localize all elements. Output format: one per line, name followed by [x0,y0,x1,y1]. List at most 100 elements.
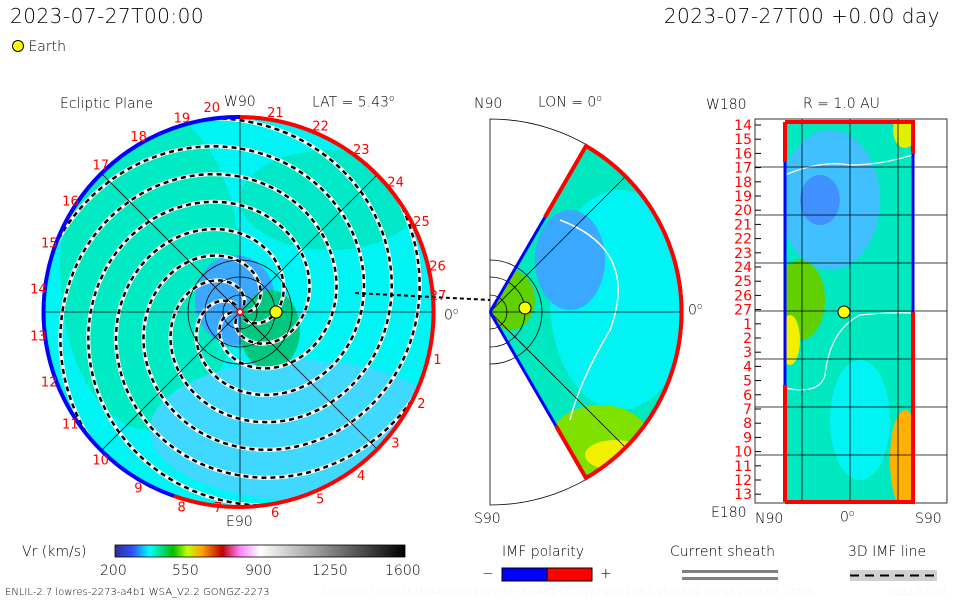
sheath-line-2 [682,577,778,580]
rotation-label: 13 [30,329,47,344]
radial-y-label: 15 [734,132,752,148]
earth-legend-label: Earth [28,39,66,55]
colorbar-tick: 1600 [385,563,421,579]
current-sheath-title: Current sheath [670,544,775,560]
radial-y-label: 14 [734,118,752,134]
imf-spiral-dashed [52,145,366,397]
colorbar-tick: 200 [100,563,127,579]
radial-y-label: 7 [743,402,752,418]
rotation-label: 27 [430,289,447,304]
ecliptic-bottom-label: E90 [226,514,253,530]
meridional-plot [488,118,684,506]
imf-line-title: 3D IMF line [848,544,927,560]
lon-label: LON = 0 [538,94,597,111]
rotation-label: 17 [93,158,110,173]
meridional-right-label: 0 [688,302,697,319]
earth-legend: Earth [12,39,66,55]
colorbar-tick: 900 [245,563,272,579]
rotation-label: 20 [203,101,220,116]
lat-label: LAT = 5.43 [312,94,389,111]
rotation-label: 12 [41,375,58,390]
radial-y-label: 3 [743,345,752,361]
rotation-label: 22 [312,120,329,135]
radial-y-label: 11 [734,459,752,475]
imf-negative-swatch [501,567,548,582]
run-id: UNIQUE0728202510/640x30x90x1.2273-a4b1.1… [323,587,815,598]
colorbar-label: Vr (km/s) [22,544,87,560]
rotation-label: 9 [134,482,142,497]
imf-spiral-dashed [114,227,428,479]
radial-y-label: 8 [743,416,752,432]
radial-y-label: 2 [743,331,752,347]
rotation-label: 2 [417,397,425,412]
radial-y-label: 12 [734,473,752,489]
meridional-right: 0o [688,302,703,319]
radial-y-label: 22 [734,232,752,248]
rotation-label: 18 [130,130,147,145]
radial-y-label: 9 [743,430,752,446]
rotation-label: 7 [214,501,222,516]
radial-x-label-0: 0o [840,509,855,526]
rotation-label: 15 [41,236,58,251]
imf-spiral-dashed [169,117,393,424]
radial-y-label: 16 [734,146,752,162]
run-date: 2023-07-28 [888,587,947,598]
radial-plot: 1415161718192021222324252627123456789101… [734,118,948,504]
rotation-label: 8 [178,500,186,515]
rotation-label: 10 [92,454,109,469]
radial-top-left-label: W180 [706,97,747,113]
imf-positive-swatch [546,567,593,582]
radial-y-label: 25 [734,274,752,290]
time-left: 2023-07-27T00:00 [10,4,205,28]
radial-bottom-left-label: E180 [711,505,747,521]
rotation-label: 11 [62,417,79,432]
rotation-label: 6 [271,506,279,521]
radial-x-label-n90: N90 [755,511,784,527]
meridional-lon: LON = 0o [538,94,602,111]
negative-polarity-boundary [41,114,241,498]
radial-y-label: 6 [743,388,752,404]
rotation-label: 4 [357,469,365,484]
imf-spiral-dashed [59,172,338,443]
earth-marker-ecliptic [269,305,283,319]
model-info: ENLIL-2.7 lowres-2273-a4b1 WSA_V2.2 GONG… [5,587,270,598]
radial-y-label: 27 [734,303,752,319]
radial-y-label: 18 [734,175,752,191]
radial-y-label: 24 [734,260,752,276]
radial-y-label: 21 [734,217,752,233]
ecliptic-top-label: W90 [224,94,256,110]
imf-line-to-earth [354,292,491,301]
earth-marker-meridional [518,301,532,315]
velocity-colorbar [114,544,406,558]
rotation-label: 3 [391,437,399,452]
radial-y-label: 4 [743,359,752,375]
rotation-label: 1 [433,353,441,368]
rotation-label: 24 [387,176,404,191]
time-right: 2023-07-27T00 +0.00 day [663,4,940,28]
radial-y-label: 17 [734,161,752,177]
ecliptic-title: Ecliptic Plane [60,96,154,112]
imf-plus-label: + [600,566,612,582]
radial-title: R = 1.0 AU [803,96,880,112]
ecliptic-lat: LAT = 5.43o [312,94,395,111]
rotation-label: 21 [267,106,284,121]
radial-y-label: 19 [734,189,752,205]
imf-spiral-dashed [142,181,421,452]
positive-polarity-boundary [173,115,436,509]
colorbar-tick: 550 [172,563,199,579]
imf-spiral-dashed [87,200,311,507]
sheath-line-1 [682,570,778,573]
radial-y-label: 1 [743,317,752,333]
radial-x-label-s90: S90 [915,511,942,527]
earth-marker-icon [12,40,24,52]
colorbar-tick: 1250 [312,563,348,579]
rotation-label: 19 [174,111,191,126]
radial-x-label-0-text: 0 [840,509,849,526]
sun-marker [236,308,244,316]
radial-y-label: 5 [743,374,752,390]
rotation-label: 16 [62,194,79,209]
meridional-top-label: N90 [474,96,503,112]
imf-line-band [850,570,937,581]
imf-polarity-title: IMF polarity [502,544,585,560]
